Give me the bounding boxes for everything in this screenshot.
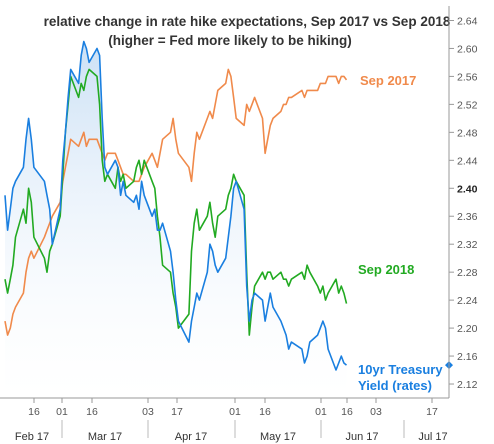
series-label-sep-2018: Sep 2018 — [358, 262, 414, 277]
y-tick-label: 2.48 — [457, 127, 478, 139]
y-tick-label: 2.16 — [457, 351, 478, 363]
x-month-label: Feb 17 — [15, 431, 49, 443]
treasury-area-fill — [5, 41, 347, 398]
x-tick-label: 17 — [171, 406, 183, 418]
y-tick-label: 2.36 — [457, 211, 478, 223]
series-line-sep-2018 — [4, 68, 348, 336]
y-tick-label: 2.64 — [457, 15, 478, 27]
x-tick-label: 16 — [341, 406, 353, 418]
y-axis: 2.64 2.60 2.56 2.52 2.48 2.44 2.40 2.36 2.32 2.28… — [448, 6, 478, 398]
y-tick-label: 2.12 — [457, 379, 478, 391]
x-tick-label: 01 — [229, 406, 241, 418]
y-tick-label: 2.40 — [457, 183, 478, 195]
x-month-label: May 17 — [260, 431, 296, 443]
x-tick-label: 17 — [426, 406, 438, 418]
x-month-label: Mar 17 — [88, 431, 122, 443]
y-tick-label: 2.60 — [457, 43, 478, 55]
x-month-label: Jul 17 — [418, 431, 447, 443]
y-tick-label: 2.20 — [457, 323, 478, 335]
y-tick-label: 2.44 — [457, 155, 478, 167]
x-tick-label: 03 — [142, 406, 154, 418]
y-tick-label: 2.28 — [457, 267, 478, 279]
y-tick-label: 2.32 — [457, 239, 478, 251]
x-tick-label: 01 — [56, 406, 68, 418]
x-tick-label: 01 — [315, 406, 327, 418]
chart-subtitle: (higher = Fed more likely to be hiking) — [108, 33, 351, 48]
series-line-10yr-treasury-yield-rates — [4, 40, 348, 371]
y-tick-label: 2.52 — [457, 99, 478, 111]
x-tick-label: 03 — [370, 406, 382, 418]
x-axis: 16 01 16 03 17 01 16 01 16 03 17 Feb 17 Mar 17 Apr 17… — [0, 397, 449, 443]
x-month-label: Jun 17 — [345, 431, 378, 443]
y-tick-label: 2.24 — [457, 295, 478, 307]
series-label-sep-2017: Sep 2017 — [360, 73, 416, 88]
y-tick-label: 2.56 — [457, 71, 478, 83]
series-label-10yr-treasury-yield-rates: Yield (rates) — [358, 378, 432, 393]
plot-area — [4, 40, 453, 398]
series-label-10yr-treasury-yield-rates: 10yr Treasury — [358, 362, 443, 377]
x-tick-label: 16 — [86, 406, 98, 418]
chart-title: relative change in rate hike expectation… — [44, 14, 451, 29]
x-tick-label: 16 — [259, 406, 271, 418]
x-month-label: Apr 17 — [175, 431, 207, 443]
x-tick-label: 16 — [28, 406, 40, 418]
